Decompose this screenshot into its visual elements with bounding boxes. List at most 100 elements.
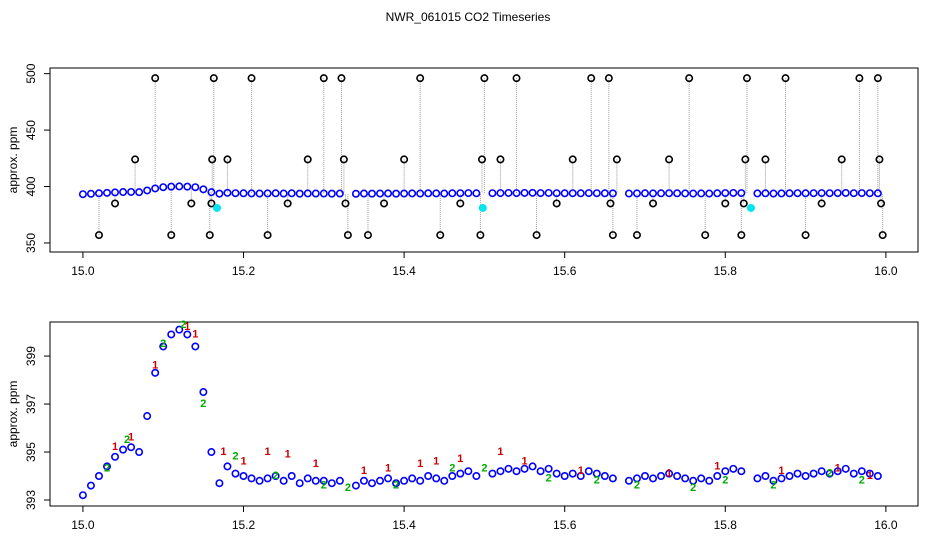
point <box>657 189 666 198</box>
point <box>191 342 200 351</box>
point: 1 <box>152 360 158 372</box>
point <box>283 199 292 208</box>
point <box>606 199 615 208</box>
point <box>697 474 706 483</box>
point: 1 <box>497 446 503 458</box>
point <box>825 469 834 478</box>
point <box>857 467 866 476</box>
point: 2 <box>124 434 130 446</box>
plot-frame <box>49 321 919 507</box>
point <box>532 231 541 240</box>
point <box>685 74 694 83</box>
point <box>681 474 690 483</box>
point <box>119 445 128 454</box>
point <box>303 189 312 198</box>
point <box>865 469 874 478</box>
point <box>536 189 545 198</box>
point <box>837 155 846 164</box>
point <box>440 476 449 485</box>
point <box>477 155 486 164</box>
point <box>584 467 593 476</box>
point: 1 <box>867 470 873 482</box>
point <box>496 189 505 198</box>
point <box>777 474 786 483</box>
point <box>127 187 136 196</box>
point <box>478 203 487 212</box>
point <box>303 474 312 483</box>
point <box>817 199 826 208</box>
point <box>167 182 176 191</box>
point <box>865 189 874 198</box>
x-tick-label: 15.8 <box>714 264 738 278</box>
point: 2 <box>232 451 238 463</box>
point <box>432 474 441 483</box>
point <box>351 189 360 198</box>
point <box>496 467 505 476</box>
point <box>649 474 658 483</box>
point <box>504 188 513 197</box>
point <box>432 189 441 198</box>
point <box>111 188 120 197</box>
point <box>649 199 658 208</box>
point <box>769 189 778 198</box>
point: 1 <box>457 453 463 465</box>
point <box>496 155 505 164</box>
point <box>213 203 222 212</box>
y-tick-label: 350 <box>24 233 38 253</box>
point <box>528 462 537 471</box>
point <box>587 74 596 83</box>
point <box>849 469 858 478</box>
point <box>608 231 617 240</box>
point <box>151 184 160 193</box>
point <box>400 155 409 164</box>
point: 1 <box>778 465 784 477</box>
point <box>769 476 778 485</box>
point <box>753 189 762 198</box>
point <box>528 188 537 197</box>
point <box>175 182 184 191</box>
point <box>713 472 722 481</box>
point <box>665 469 674 478</box>
point <box>849 189 858 198</box>
point <box>223 188 232 197</box>
point <box>649 189 658 198</box>
point <box>424 472 433 481</box>
point <box>231 469 240 478</box>
point <box>111 452 120 461</box>
point <box>384 474 393 483</box>
point <box>665 189 674 198</box>
point: 2 <box>200 398 206 410</box>
point <box>873 189 882 198</box>
point <box>271 472 280 481</box>
point <box>785 189 794 198</box>
point <box>472 472 481 481</box>
point <box>351 481 360 490</box>
point <box>263 231 272 240</box>
point <box>416 74 425 83</box>
point: 1 <box>313 458 319 470</box>
point <box>255 476 264 485</box>
point <box>608 474 617 483</box>
point <box>873 74 882 83</box>
point <box>131 155 140 164</box>
point <box>855 74 864 83</box>
point <box>239 472 248 481</box>
point <box>472 189 481 198</box>
point <box>359 476 368 485</box>
point <box>319 476 328 485</box>
point <box>311 476 320 485</box>
point <box>376 476 385 485</box>
x-tick-label: 15.0 <box>71 518 95 532</box>
point: 1 <box>265 446 271 458</box>
point <box>376 189 385 198</box>
point: 2 <box>104 463 110 475</box>
point <box>801 472 810 481</box>
point <box>319 74 328 83</box>
point <box>448 189 457 198</box>
point <box>833 189 842 198</box>
point <box>151 74 160 83</box>
point <box>480 74 489 83</box>
point: 2 <box>594 475 600 487</box>
x-tick-label: 15.6 <box>553 518 577 532</box>
point <box>287 189 296 198</box>
